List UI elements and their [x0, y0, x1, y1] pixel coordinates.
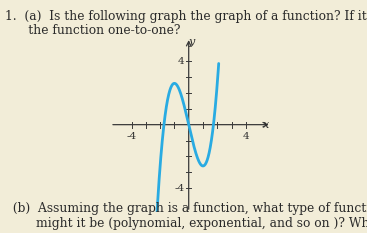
Text: y: y — [188, 37, 195, 47]
Text: -4: -4 — [127, 132, 137, 141]
Text: 1.  (a)  Is the following graph the graph of a function? If it is, is: 1. (a) Is the following graph the graph … — [5, 10, 367, 24]
Text: the function one-to-one?: the function one-to-one? — [5, 24, 181, 38]
Text: -4: -4 — [174, 184, 184, 193]
Text: (b)  Assuming the graph is a function, what type of function: (b) Assuming the graph is a function, wh… — [5, 202, 367, 215]
Text: 4: 4 — [178, 57, 184, 66]
Text: might it be (polynomial, exponential, and so on )? Why?: might it be (polynomial, exponential, an… — [5, 217, 367, 230]
Text: 4: 4 — [243, 132, 249, 141]
Text: x: x — [264, 120, 270, 130]
